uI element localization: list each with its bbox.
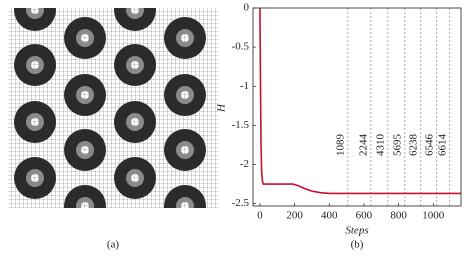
- x-tick-label: 600: [356, 210, 373, 222]
- y-tick-label: -0.5: [232, 41, 250, 53]
- x-tick-label: 200: [286, 210, 303, 222]
- annotation-label: 6546: [423, 134, 435, 157]
- x-tick-label: 0: [257, 210, 263, 222]
- plot-frame: [252, 7, 462, 207]
- caption-a: (a): [107, 239, 120, 251]
- line-series: [259, 7, 461, 195]
- annotation-label: 5695: [391, 134, 403, 157]
- caption-b: (b): [351, 239, 364, 251]
- x-tick-label: 800: [390, 210, 407, 222]
- annotation-label: 6614: [436, 134, 448, 157]
- y-tick-label: -1: [240, 80, 249, 92]
- x-axis-label: Steps: [345, 225, 368, 237]
- y-tick-label: -2: [240, 158, 249, 170]
- y-tick-label: -2.5: [232, 197, 250, 209]
- y-tick-label: -1.5: [232, 119, 250, 131]
- annotation-label: 1089: [334, 134, 346, 157]
- annotation-label: 2244: [357, 134, 369, 157]
- y-axis-label: H: [216, 103, 228, 113]
- y-tick-label: 0: [244, 2, 250, 14]
- x-tick-label: 1000: [422, 210, 445, 222]
- x-tick-label: 400: [321, 210, 338, 222]
- annotation-label: 4310: [374, 134, 386, 157]
- annotation-label: 6238: [407, 134, 419, 157]
- panel-a-image: [8, 8, 218, 208]
